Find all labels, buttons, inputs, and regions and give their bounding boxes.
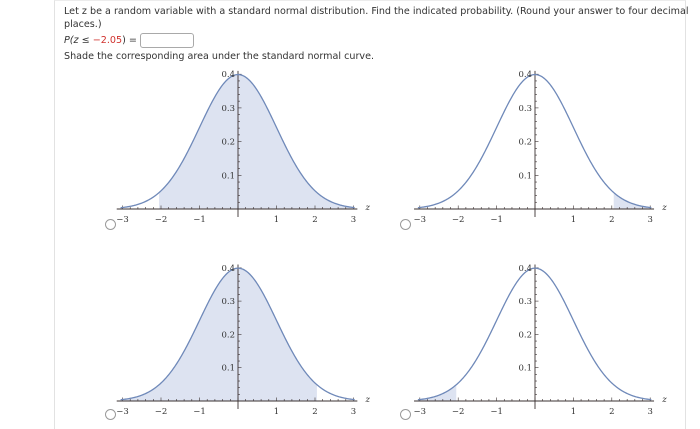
y-tick-label: 0.3 (221, 297, 235, 307)
question-panel (54, 0, 686, 429)
x-tick-label: 2 (312, 215, 317, 225)
question-text-continued: places.) (64, 19, 102, 30)
y-tick-label: 0.4 (518, 70, 532, 80)
shaded-area (419, 384, 457, 401)
answer-input[interactable] (140, 33, 194, 48)
normal-curve (120, 267, 355, 401)
x-tick-label: −2 (155, 407, 168, 417)
x-tick-label: −1 (490, 215, 503, 225)
instruction-text: Shade the corresponding area under the s… (64, 51, 375, 62)
x-axis-label: z (661, 203, 667, 213)
y-tick-label: 0.2 (221, 330, 235, 340)
x-tick-label: −2 (155, 215, 168, 225)
radio-option-b[interactable] (400, 219, 411, 230)
x-tick-label: 3 (351, 215, 356, 225)
shaded-area (613, 192, 651, 209)
prob-prefix: P(z ≤ (64, 35, 93, 46)
y-tick-label: 0.4 (221, 70, 235, 80)
x-tick-label: 1 (571, 407, 576, 417)
y-tick-label: 0.4 (221, 264, 235, 274)
x-tick-label: −1 (490, 407, 503, 417)
normal-curve (417, 73, 652, 209)
prob-suffix: ) = (122, 35, 137, 46)
x-tick-label: 2 (609, 407, 614, 417)
prob-value: −2.05 (92, 35, 123, 46)
question-text: Let z be a random variable with a standa… (64, 6, 689, 17)
radio-option-d[interactable] (400, 409, 411, 420)
normal-curve (417, 267, 652, 401)
y-tick-label: 0.3 (518, 297, 532, 307)
shaded-area (122, 268, 317, 401)
x-axis-label: z (365, 395, 371, 405)
shaded-area (159, 74, 354, 209)
y-tick-label: 0.2 (221, 138, 235, 148)
x-tick-label: −1 (193, 215, 206, 225)
y-tick-label: 0.1 (518, 171, 532, 181)
y-tick-label: 0.3 (221, 104, 235, 114)
radio-option-a[interactable] (105, 219, 116, 230)
x-tick-label: 1 (571, 215, 576, 225)
x-tick-label: 3 (647, 215, 652, 225)
x-tick-label: −3 (116, 215, 129, 225)
x-tick-label: 2 (312, 407, 317, 417)
y-tick-label: 0.1 (221, 171, 235, 181)
x-tick-label: −2 (452, 407, 465, 417)
x-tick-label: −2 (452, 215, 465, 225)
y-tick-label: 0.4 (518, 264, 532, 274)
y-tick-label: 0.3 (518, 104, 532, 114)
normal-curve (120, 73, 355, 209)
y-tick-label: 0.1 (518, 364, 532, 374)
x-tick-label: 3 (647, 407, 652, 417)
x-tick-label: −3 (414, 215, 427, 225)
x-tick-label: −1 (193, 407, 206, 417)
y-tick-label: 0.1 (221, 364, 235, 374)
probability-expression: P(z ≤ −2.05) = (64, 34, 137, 47)
x-tick-label: −3 (116, 407, 129, 417)
x-tick-label: −3 (414, 407, 427, 417)
y-tick-label: 0.2 (518, 138, 532, 148)
x-tick-label: 1 (274, 215, 279, 225)
x-axis-label: z (365, 203, 371, 213)
x-axis-label: z (661, 395, 667, 405)
y-tick-label: 0.2 (518, 330, 532, 340)
x-tick-label: 2 (609, 215, 614, 225)
radio-option-c[interactable] (105, 409, 116, 420)
x-tick-label: 3 (351, 407, 356, 417)
x-tick-label: 1 (274, 407, 279, 417)
